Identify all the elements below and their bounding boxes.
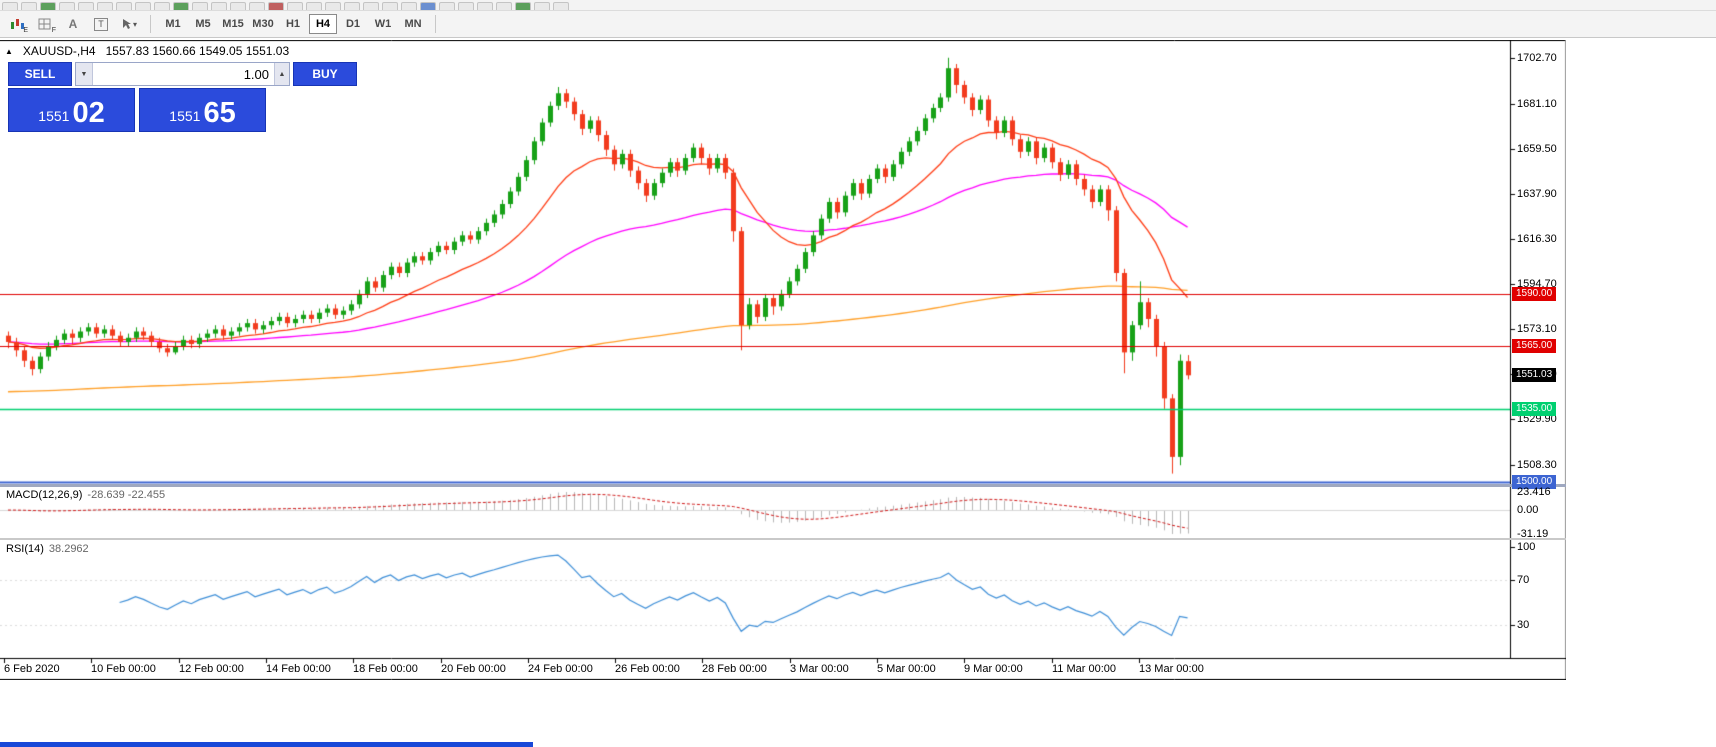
lot-size-input[interactable] [93, 63, 274, 85]
text-a-icon[interactable]: A [60, 13, 86, 35]
toolbar-icon-cropped[interactable] [344, 2, 360, 10]
mini-grid-icon [38, 18, 51, 29]
tool-subscript: F [51, 27, 56, 34]
toolbar-icon-cropped[interactable] [458, 2, 474, 10]
panel-splitter-rsi[interactable] [0, 538, 1566, 540]
cursor-arrow-icon [122, 19, 131, 29]
timeframe-h1-button[interactable]: H1 [279, 14, 307, 34]
timeframe-m5-button[interactable]: M5 [189, 14, 217, 34]
timeframe-d1-button[interactable]: D1 [339, 14, 367, 34]
oneclick-expand-icon[interactable]: ▲ [5, 46, 13, 56]
toolbar-icon-cropped[interactable] [59, 2, 75, 10]
letter-a-glyph: A [68, 17, 78, 31]
bid-price-big: 02 [72, 97, 105, 129]
letter-t-glyph: T [94, 17, 108, 31]
toolbar-icon-cropped[interactable] [401, 2, 417, 10]
toolbar-icon-cropped[interactable] [515, 2, 531, 10]
buy-button[interactable]: BUY [293, 62, 357, 86]
lot-spin-up-button[interactable]: ▲ [274, 63, 289, 85]
rsi-indicator-label: RSI(14) 38.2962 [6, 543, 89, 555]
toolbar-icon-cropped[interactable] [325, 2, 341, 10]
toolbar-icon-cropped[interactable] [420, 2, 436, 10]
toolbar-icon-cropped[interactable] [78, 2, 94, 10]
toolbar-icon-cropped[interactable] [287, 2, 303, 10]
panel-splitter-macd[interactable] [0, 484, 1566, 487]
toolbar-icon-cropped[interactable] [192, 2, 208, 10]
macd-values: -28.639 -22.455 [87, 489, 166, 501]
toolbar-icon-cropped[interactable] [173, 2, 189, 10]
ask-price-big: 65 [203, 97, 236, 129]
rsi-name: RSI(14) [6, 543, 44, 555]
toolbar-icon-cropped[interactable] [306, 2, 322, 10]
chart-title: ▲ XAUUSD-,H4 1557.83 1560.66 1549.05 155… [3, 44, 292, 58]
toolbar-icon-cropped[interactable] [534, 2, 550, 10]
rsi-value: 38.2962 [48, 543, 89, 555]
toolbar-icon-cropped[interactable] [116, 2, 132, 10]
toolbar-icon-cropped[interactable] [268, 2, 284, 10]
timeframe-w1-button[interactable]: W1 [369, 14, 397, 34]
grid-f-icon[interactable]: F [32, 13, 58, 35]
time-axis[interactable] [0, 658, 1566, 680]
draw-tools-icon[interactable]: ▾ [116, 13, 142, 35]
timeframe-m30-button[interactable]: M30 [249, 14, 277, 34]
toolbar-separator [150, 15, 151, 33]
toolbar-icon-cropped[interactable] [230, 2, 246, 10]
sell-button[interactable]: SELL [8, 62, 72, 86]
price-chart-canvas[interactable] [0, 40, 1566, 680]
toolbar-icon-cropped[interactable] [496, 2, 512, 10]
chart-e-icon[interactable]: E [4, 13, 30, 35]
toolbar-icon-cropped[interactable] [363, 2, 379, 10]
ask-price-box[interactable]: 1551 65 [139, 88, 266, 132]
toolbar-icon-cropped[interactable] [439, 2, 455, 10]
toolbar-icon-cropped[interactable] [477, 2, 493, 10]
toolbar-icon-cropped[interactable] [211, 2, 227, 10]
chevron-down-icon: ▾ [132, 19, 137, 29]
trade-panel-controls: SELL ▼ ▲ BUY [8, 62, 357, 86]
timeframe-mn-button[interactable]: MN [399, 14, 427, 34]
ask-price-small: 1551 [169, 108, 201, 124]
bid-price-box[interactable]: 1551 02 [8, 88, 135, 132]
timeframe-m15-button[interactable]: M15 [219, 14, 247, 34]
chart-symbol-period: XAUUSD-,H4 [22, 44, 96, 58]
tool-subscript: E [23, 27, 28, 34]
toolbar-icon-cropped[interactable] [249, 2, 265, 10]
toolbar-icon-cropped[interactable] [2, 2, 18, 10]
toolbar-icon-cropped[interactable] [40, 2, 56, 10]
toolbar-icon-cropped[interactable] [382, 2, 398, 10]
trade-panel-quotes: 1551 02 1551 65 [8, 88, 266, 132]
toolbar-icon-cropped[interactable] [21, 2, 37, 10]
toolbar-icon-cropped[interactable] [97, 2, 113, 10]
price-axis[interactable] [1511, 40, 1566, 658]
top-toolbar-cropped [0, 0, 1716, 11]
bid-price-small: 1551 [38, 108, 70, 124]
chart-ohlc-values: 1557.83 1560.66 1549.05 1551.03 [105, 44, 290, 58]
textbox-t-icon[interactable]: T [88, 13, 114, 35]
toolbar-icon-cropped[interactable] [135, 2, 151, 10]
toolbar-separator [435, 15, 436, 33]
main-toolbar: E F A T ▾ M1 M5 M15 M30 H1 H4 D1 W1 [0, 11, 1716, 38]
lot-dropdown-button[interactable]: ▼ [76, 63, 93, 85]
macd-indicator-label: MACD(12,26,9) -28.639 -22.455 [6, 489, 165, 501]
chart-window: ▲ XAUUSD-,H4 1557.83 1560.66 1549.05 155… [0, 40, 1566, 680]
timeframe-m1-button[interactable]: M1 [159, 14, 187, 34]
mini-chart-icon [10, 18, 24, 29]
toolbar-icon-cropped[interactable] [553, 2, 569, 10]
toolbar-icon-cropped[interactable] [154, 2, 170, 10]
one-click-trade-panel: SELL ▼ ▲ BUY 1551 02 1551 65 [8, 62, 357, 132]
lot-size-control: ▼ ▲ [75, 62, 290, 86]
timeframe-h4-button[interactable]: H4 [309, 14, 337, 34]
macd-name: MACD(12,26,9) [6, 489, 83, 501]
taskbar-fragment [0, 742, 533, 747]
